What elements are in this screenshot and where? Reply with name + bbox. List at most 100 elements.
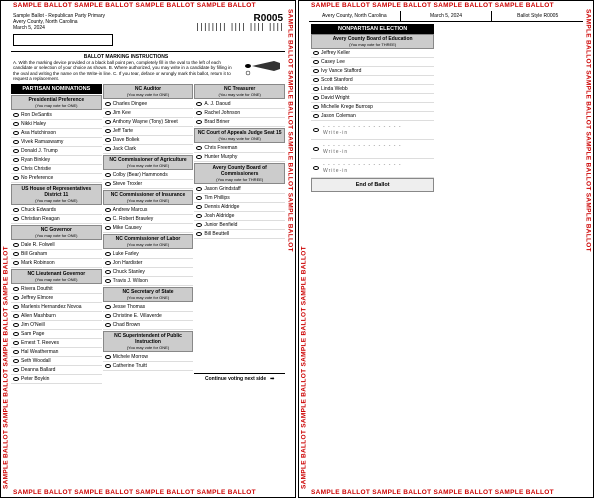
oval-icon[interactable] bbox=[196, 120, 202, 124]
ballot-option[interactable]: Michele Morrow bbox=[103, 353, 194, 362]
oval-icon[interactable] bbox=[196, 155, 202, 159]
ballot-option[interactable]: Michelle Krege Burrosp bbox=[311, 103, 434, 112]
ballot-option[interactable]: Chad Brown bbox=[103, 321, 194, 330]
oval-icon[interactable] bbox=[13, 287, 19, 291]
ballot-option[interactable]: Jeff Tarte bbox=[103, 127, 194, 136]
oval-icon[interactable] bbox=[196, 232, 202, 236]
oval-icon[interactable] bbox=[13, 176, 19, 180]
ballot-option[interactable]: No Preference bbox=[11, 174, 102, 183]
oval-icon[interactable] bbox=[13, 332, 19, 336]
oval-icon[interactable] bbox=[13, 113, 19, 117]
oval-icon[interactable] bbox=[105, 355, 111, 359]
ballot-option[interactable]: Scott Stanford bbox=[311, 76, 434, 85]
ballot-option[interactable]: Brad Briner bbox=[194, 118, 285, 127]
ballot-option[interactable]: Jason Grindstaff bbox=[194, 185, 285, 194]
oval-icon[interactable] bbox=[13, 243, 19, 247]
oval-icon[interactable] bbox=[13, 217, 19, 221]
oval-icon[interactable] bbox=[13, 350, 19, 354]
writein-option[interactable]: - - - - - - - - - - - - - - - -Write-in bbox=[311, 159, 434, 178]
oval-icon[interactable] bbox=[105, 364, 111, 368]
oval-icon[interactable] bbox=[13, 208, 19, 212]
oval-icon[interactable] bbox=[196, 146, 202, 150]
oval-icon[interactable] bbox=[13, 149, 19, 153]
oval-icon[interactable] bbox=[13, 296, 19, 300]
oval-icon[interactable] bbox=[105, 147, 111, 151]
oval-icon[interactable] bbox=[313, 96, 319, 100]
ballot-option[interactable]: Donald J. Trump bbox=[11, 147, 102, 156]
ballot-option[interactable]: A. J. Daoud bbox=[194, 100, 285, 109]
ballot-option[interactable]: Jesse Thomas bbox=[103, 303, 194, 312]
oval-icon[interactable] bbox=[13, 158, 19, 162]
oval-icon[interactable] bbox=[13, 359, 19, 363]
oval-icon[interactable] bbox=[105, 182, 111, 186]
ballot-option[interactable]: Hal Weatherman bbox=[11, 348, 102, 357]
oval-icon[interactable] bbox=[105, 217, 111, 221]
ballot-option[interactable]: Jack Clark bbox=[103, 145, 194, 154]
ballot-option[interactable]: Dale R. Folwell bbox=[11, 241, 102, 250]
oval-icon[interactable] bbox=[105, 129, 111, 133]
ballot-option[interactable]: Christine E. Villaverde bbox=[103, 312, 194, 321]
oval-icon[interactable] bbox=[313, 114, 319, 118]
ballot-option[interactable]: Luke Farley bbox=[103, 250, 194, 259]
oval-icon[interactable] bbox=[105, 102, 111, 106]
oval-icon[interactable] bbox=[105, 305, 111, 309]
oval-icon[interactable] bbox=[105, 270, 111, 274]
ballot-option[interactable]: Vivek Ramaswamy bbox=[11, 138, 102, 147]
ballot-option[interactable]: Deanna Ballard bbox=[11, 366, 102, 375]
ballot-option[interactable]: Allen Mashburn bbox=[11, 312, 102, 321]
ballot-option[interactable]: David Wright bbox=[311, 94, 434, 103]
oval-icon[interactable] bbox=[105, 279, 111, 283]
ballot-option[interactable]: Ryan Binkley bbox=[11, 156, 102, 165]
oval-icon[interactable] bbox=[13, 377, 19, 381]
oval-icon[interactable] bbox=[105, 208, 111, 212]
oval-icon[interactable] bbox=[196, 214, 202, 218]
oval-icon[interactable] bbox=[13, 323, 19, 327]
ballot-option[interactable]: Rivera Douthit bbox=[11, 285, 102, 294]
oval-icon[interactable] bbox=[13, 368, 19, 372]
ballot-option[interactable]: Catherine Truitt bbox=[103, 362, 194, 371]
oval-icon[interactable] bbox=[105, 111, 111, 115]
ballot-option[interactable]: Dennis Aldridge bbox=[194, 203, 285, 212]
oval-icon[interactable] bbox=[313, 78, 319, 82]
oval-icon[interactable] bbox=[105, 252, 111, 256]
oval-icon[interactable] bbox=[196, 223, 202, 227]
ballot-option[interactable]: Ernest T. Reeves bbox=[11, 339, 102, 348]
oval-icon[interactable] bbox=[196, 111, 202, 115]
oval-icon[interactable] bbox=[105, 323, 111, 327]
oval-icon[interactable] bbox=[313, 60, 319, 64]
oval-icon[interactable] bbox=[313, 87, 319, 91]
ballot-option[interactable]: Travis J. Wilson bbox=[103, 277, 194, 286]
ballot-option[interactable]: Chris Christie bbox=[11, 165, 102, 174]
ballot-option[interactable]: Mike Causey bbox=[103, 224, 194, 233]
ballot-option[interactable]: C. Robert Brawley bbox=[103, 215, 194, 224]
ballot-option[interactable]: Seth Woodall bbox=[11, 357, 102, 366]
oval-icon[interactable] bbox=[105, 138, 111, 142]
oval-icon[interactable] bbox=[313, 69, 319, 73]
ballot-option[interactable]: Hunter Murphy bbox=[194, 153, 285, 162]
ballot-option[interactable]: Ivy Vance Stafford bbox=[311, 67, 434, 76]
oval-icon[interactable] bbox=[196, 102, 202, 106]
ballot-option[interactable]: Jon Hardister bbox=[103, 259, 194, 268]
oval-icon[interactable] bbox=[105, 226, 111, 230]
oval-icon[interactable] bbox=[13, 122, 19, 126]
oval-icon[interactable] bbox=[13, 261, 19, 265]
ballot-option[interactable]: Ron DeSantis bbox=[11, 111, 102, 120]
oval-icon[interactable] bbox=[13, 131, 19, 135]
ballot-option[interactable]: Bill Graham bbox=[11, 250, 102, 259]
ballot-option[interactable]: Peter Boykin bbox=[11, 375, 102, 384]
ballot-option[interactable]: Linda Webb bbox=[311, 85, 434, 94]
writein-option[interactable]: - - - - - - - - - - - - - - - -Write-in bbox=[311, 140, 434, 159]
ballot-option[interactable]: Anthony Wayne (Tony) Street bbox=[103, 118, 194, 127]
ballot-option[interactable]: Marlenis Hernandez Novoa bbox=[11, 303, 102, 312]
ballot-option[interactable]: Dave Boliek bbox=[103, 136, 194, 145]
oval-icon[interactable] bbox=[196, 187, 202, 191]
ballot-option[interactable]: Jeffrey Elmore bbox=[11, 294, 102, 303]
ballot-option[interactable]: Nikki Haley bbox=[11, 120, 102, 129]
oval-icon[interactable] bbox=[196, 196, 202, 200]
oval-icon[interactable] bbox=[105, 261, 111, 265]
ballot-option[interactable]: Bill Beuttell bbox=[194, 230, 285, 239]
ballot-option[interactable]: Chuck Edwards bbox=[11, 206, 102, 215]
ballot-option[interactable]: Jim Kee bbox=[103, 109, 194, 118]
ballot-option[interactable]: Asa Hutchinson bbox=[11, 129, 102, 138]
ballot-option[interactable]: Mark Robinson bbox=[11, 259, 102, 268]
